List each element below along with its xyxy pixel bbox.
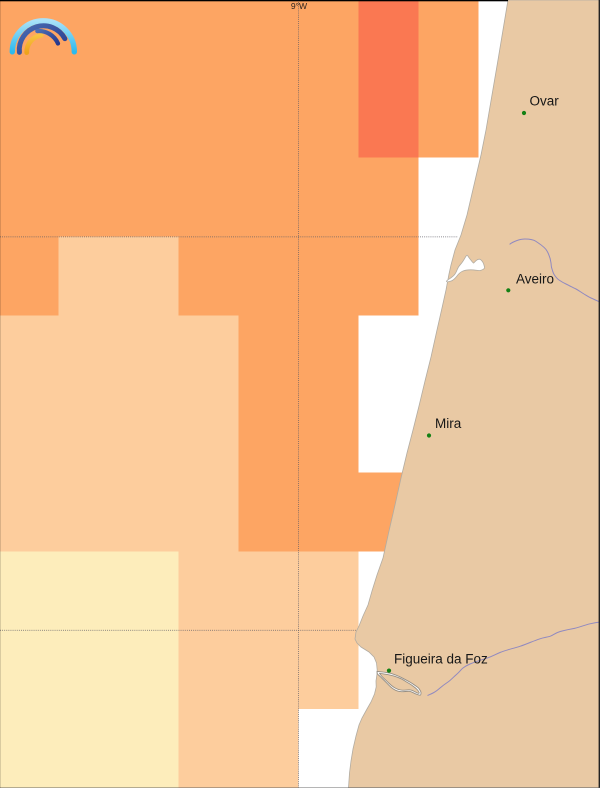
- svg-text:9°W: 9°W: [291, 1, 308, 11]
- svg-text:Figueira da Foz: Figueira da Foz: [394, 652, 488, 667]
- svg-text:Aveiro: Aveiro: [516, 272, 554, 287]
- svg-text:Mira: Mira: [435, 416, 462, 431]
- svg-text:Ovar: Ovar: [530, 94, 560, 109]
